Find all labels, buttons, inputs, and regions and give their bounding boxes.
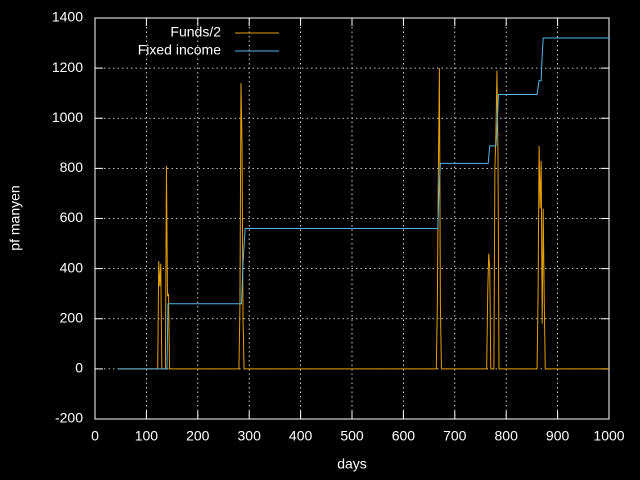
x-tick-label: 300 xyxy=(238,428,262,444)
data-line xyxy=(118,68,609,370)
x-tick-label: 200 xyxy=(186,428,210,444)
y-tick-label: 1200 xyxy=(52,59,83,75)
y-tick-label: 600 xyxy=(60,209,84,225)
x-tick-label: 600 xyxy=(392,428,416,444)
x-tick-label: 700 xyxy=(443,428,467,444)
plot-border xyxy=(94,17,610,420)
x-tick-label: 800 xyxy=(495,428,519,444)
x-tick-label: 1000 xyxy=(593,428,624,444)
x-axis-label: days xyxy=(337,456,367,472)
x-tick-label: 100 xyxy=(135,428,159,444)
y-tick-label: 1000 xyxy=(52,109,83,125)
x-tick-label: 400 xyxy=(289,428,313,444)
x-tick-label: 900 xyxy=(546,428,570,444)
legend-label: Funds/2 xyxy=(170,24,221,40)
y-tick-label: 400 xyxy=(60,259,84,275)
y-tick-label: -200 xyxy=(55,410,83,426)
y-axis-label: pf manyen xyxy=(7,185,23,250)
x-tick-label: 0 xyxy=(91,428,99,444)
y-tick-label: 200 xyxy=(60,309,84,325)
legend-label: Fixed income xyxy=(138,42,221,58)
y-tick-label: 0 xyxy=(75,360,83,376)
y-tick-label: 800 xyxy=(60,159,84,175)
y-tick-label: 1400 xyxy=(52,9,83,25)
x-tick-label: 500 xyxy=(340,428,364,444)
data-line xyxy=(118,37,609,370)
